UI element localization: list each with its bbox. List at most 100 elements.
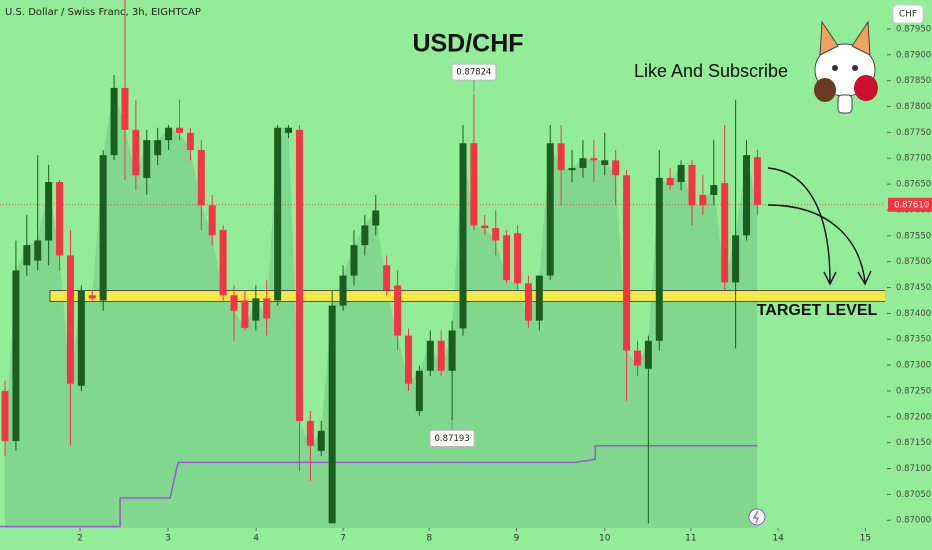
y-tick-label: 0.87150 bbox=[896, 438, 931, 448]
candle-body bbox=[1, 390, 9, 442]
arrow-curve bbox=[767, 167, 831, 283]
candle-body bbox=[459, 143, 467, 329]
target-zone bbox=[49, 290, 885, 302]
candle-body bbox=[295, 129, 303, 421]
candle-body bbox=[317, 430, 325, 451]
y-tick-label: 0.87000 bbox=[896, 516, 931, 526]
candle-body bbox=[132, 129, 140, 176]
y-tick-label: 0.87100 bbox=[896, 464, 931, 474]
y-tick-label: 0.87200 bbox=[896, 412, 931, 422]
y-tick-label: 0.87800 bbox=[896, 102, 931, 112]
y-tick-label: 0.87300 bbox=[896, 361, 931, 371]
x-tick-label: 15 bbox=[860, 534, 871, 544]
low-label-box bbox=[429, 429, 475, 447]
indicator-line bbox=[0, 445, 758, 528]
candle-body bbox=[688, 164, 696, 206]
symbol-header: U.S. Dollar / Swiss Franc, 3h, EIGHTCAP bbox=[5, 7, 201, 18]
last-price-tag bbox=[888, 197, 932, 212]
last-price-label: 0.87610 bbox=[894, 200, 929, 210]
x-tick-label: 2 bbox=[77, 534, 83, 544]
candle-body bbox=[23, 245, 31, 266]
y-tick-label: 0.87250 bbox=[896, 386, 931, 396]
candle-body bbox=[470, 143, 478, 226]
candle-body bbox=[437, 340, 445, 371]
arrow-head bbox=[823, 271, 837, 286]
candle-body bbox=[448, 330, 456, 371]
x-tick-label: 11 bbox=[685, 534, 696, 544]
candle-body bbox=[361, 225, 369, 246]
currency-box bbox=[892, 4, 924, 24]
candle-body bbox=[590, 158, 598, 161]
low-label: 0.87193 bbox=[435, 434, 470, 444]
y-tick-label: 0.87550 bbox=[896, 231, 931, 241]
x-tick-label: 3 bbox=[165, 534, 171, 544]
arrows bbox=[767, 167, 872, 286]
candle-body bbox=[208, 205, 216, 236]
candle-body bbox=[197, 149, 205, 206]
x-tick-label: 4 bbox=[253, 534, 259, 544]
candle-body bbox=[328, 305, 336, 524]
candle-body bbox=[143, 140, 151, 178]
subscribe-text: Like And Subscribe bbox=[634, 61, 788, 81]
candle-body bbox=[34, 240, 42, 261]
y-tick-label: 0.87750 bbox=[896, 128, 931, 138]
candle-body bbox=[481, 225, 489, 229]
candle-body bbox=[350, 245, 358, 276]
x-tick-label: 10 bbox=[599, 534, 611, 544]
candle-body bbox=[306, 420, 314, 446]
y-tick-label: 0.87350 bbox=[896, 335, 931, 345]
y-tick-label: 0.87850 bbox=[896, 76, 931, 86]
candle-body bbox=[492, 228, 500, 241]
y-tick-label: 0.87650 bbox=[896, 180, 931, 190]
lightning-glyph bbox=[752, 510, 759, 524]
candle-body bbox=[230, 295, 238, 311]
x-tick-label: 7 bbox=[340, 534, 346, 544]
lightning-icon[interactable] bbox=[748, 508, 766, 526]
candle-body bbox=[524, 283, 532, 321]
candle-body bbox=[394, 285, 402, 336]
candle-body bbox=[623, 175, 631, 351]
candle-body bbox=[732, 235, 740, 283]
candle-body bbox=[154, 140, 162, 156]
candle-body bbox=[677, 164, 685, 183]
candle-body bbox=[426, 340, 434, 371]
y-tick-label: 0.87950 bbox=[896, 24, 931, 34]
candle-body bbox=[285, 127, 293, 133]
target-label: TARGET LEVEL bbox=[757, 302, 878, 319]
candle-body bbox=[175, 127, 183, 133]
candle-body bbox=[568, 168, 576, 171]
candle-body bbox=[546, 143, 554, 276]
candle-body bbox=[372, 210, 380, 226]
arrow-head bbox=[857, 270, 872, 286]
high-label: 0.87824 bbox=[456, 68, 491, 78]
candle-body bbox=[404, 335, 412, 384]
candle-body bbox=[612, 160, 620, 176]
candle-body bbox=[66, 255, 74, 384]
candle-body bbox=[557, 143, 565, 171]
candle-body bbox=[77, 290, 85, 386]
close-area bbox=[5, 87, 758, 528]
y-tick-label: 0.87900 bbox=[896, 50, 931, 60]
candle-body bbox=[165, 127, 173, 141]
candle-body bbox=[12, 270, 20, 442]
x-tick-label: 8 bbox=[426, 534, 432, 544]
candle-body bbox=[110, 87, 118, 156]
candle-body bbox=[644, 340, 652, 369]
candle-body bbox=[88, 295, 96, 299]
candle-body bbox=[121, 87, 129, 130]
candle-body bbox=[655, 177, 663, 341]
candle-body bbox=[633, 350, 641, 366]
candle-body bbox=[721, 183, 729, 283]
candle-body bbox=[186, 132, 194, 150]
y-tick-label: 0.87450 bbox=[896, 283, 931, 293]
y-tick-label: 0.87400 bbox=[896, 309, 931, 319]
candle-body bbox=[99, 155, 107, 301]
candle-body bbox=[274, 127, 282, 301]
currency-label: CHF bbox=[899, 10, 917, 20]
candle-body bbox=[415, 370, 423, 412]
candle-body bbox=[753, 157, 761, 205]
candle-body bbox=[252, 298, 260, 321]
candle-body bbox=[514, 233, 522, 284]
candle-body bbox=[45, 182, 53, 241]
